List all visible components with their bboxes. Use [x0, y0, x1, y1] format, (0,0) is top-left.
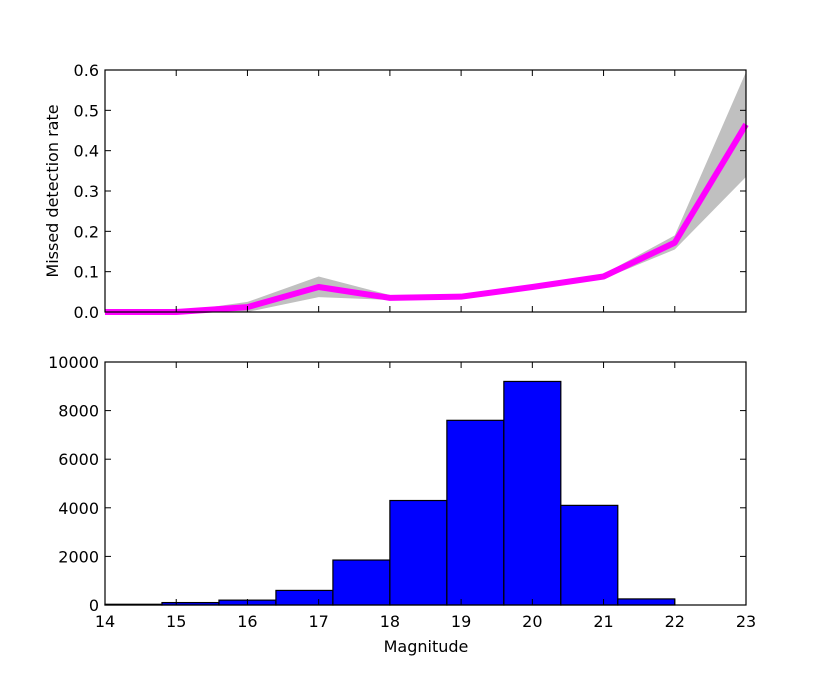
y-tick-label-bottom: 4000: [58, 499, 99, 518]
y-tick-label-bottom: 2000: [58, 547, 99, 566]
y-tick-label-bottom: 0: [89, 596, 99, 615]
x-tick-label: 22: [665, 612, 685, 631]
top-axes-frame: [104, 69, 747, 313]
x-tick-label: 16: [237, 612, 257, 631]
x-tick-label: 18: [380, 612, 400, 631]
x-tick-label: 14: [95, 612, 115, 631]
uncertainty-band: [105, 72, 746, 313]
histogram-bar: [617, 598, 676, 606]
y-tick-label-top: 0.3: [74, 182, 99, 201]
y-tick-label-top: 0.4: [74, 142, 99, 161]
magnitude-histogram: 14 15 16 17 18 19 20 21 22 23 0 2000 4000 6000 8000 100…: [48, 353, 756, 631]
histogram-bar: [446, 419, 505, 606]
x-tick-label: 17: [308, 612, 328, 631]
x-tick-label: 21: [593, 612, 613, 631]
y-tick-label-top: 0.2: [74, 222, 99, 241]
histogram-bar: [503, 380, 562, 606]
x-tick-label: 20: [522, 612, 542, 631]
x-tick-label: 15: [166, 612, 186, 631]
y-axis-label-top: Missed detection rate: [43, 104, 62, 277]
bottom-axes-frame: [104, 361, 747, 606]
y-tick-label-bottom: 10000: [48, 353, 99, 372]
x-tick-label: 23: [736, 612, 756, 631]
x-tick-label: 19: [451, 612, 471, 631]
histogram-bar: [275, 589, 334, 606]
y-tick-label-bottom: 6000: [58, 450, 99, 469]
missed-rate-line: [105, 122, 749, 315]
histogram-bar: [332, 559, 391, 606]
histogram-bar: [560, 504, 619, 606]
x-axis-label-bottom: Magnitude: [384, 637, 469, 656]
missed-detection-rate-plot: 0.0 0.1 0.2 0.3 0.4 0.5 0.6: [74, 61, 749, 322]
histogram-bar: [389, 499, 448, 606]
y-tick-label-bottom: 8000: [58, 402, 99, 421]
y-tick-label-top: 0.6: [74, 61, 99, 80]
y-tick-label-top: 0.1: [74, 263, 99, 282]
y-tick-label-top: 0.5: [74, 101, 99, 120]
y-tick-label-top: 0.0: [74, 303, 99, 322]
